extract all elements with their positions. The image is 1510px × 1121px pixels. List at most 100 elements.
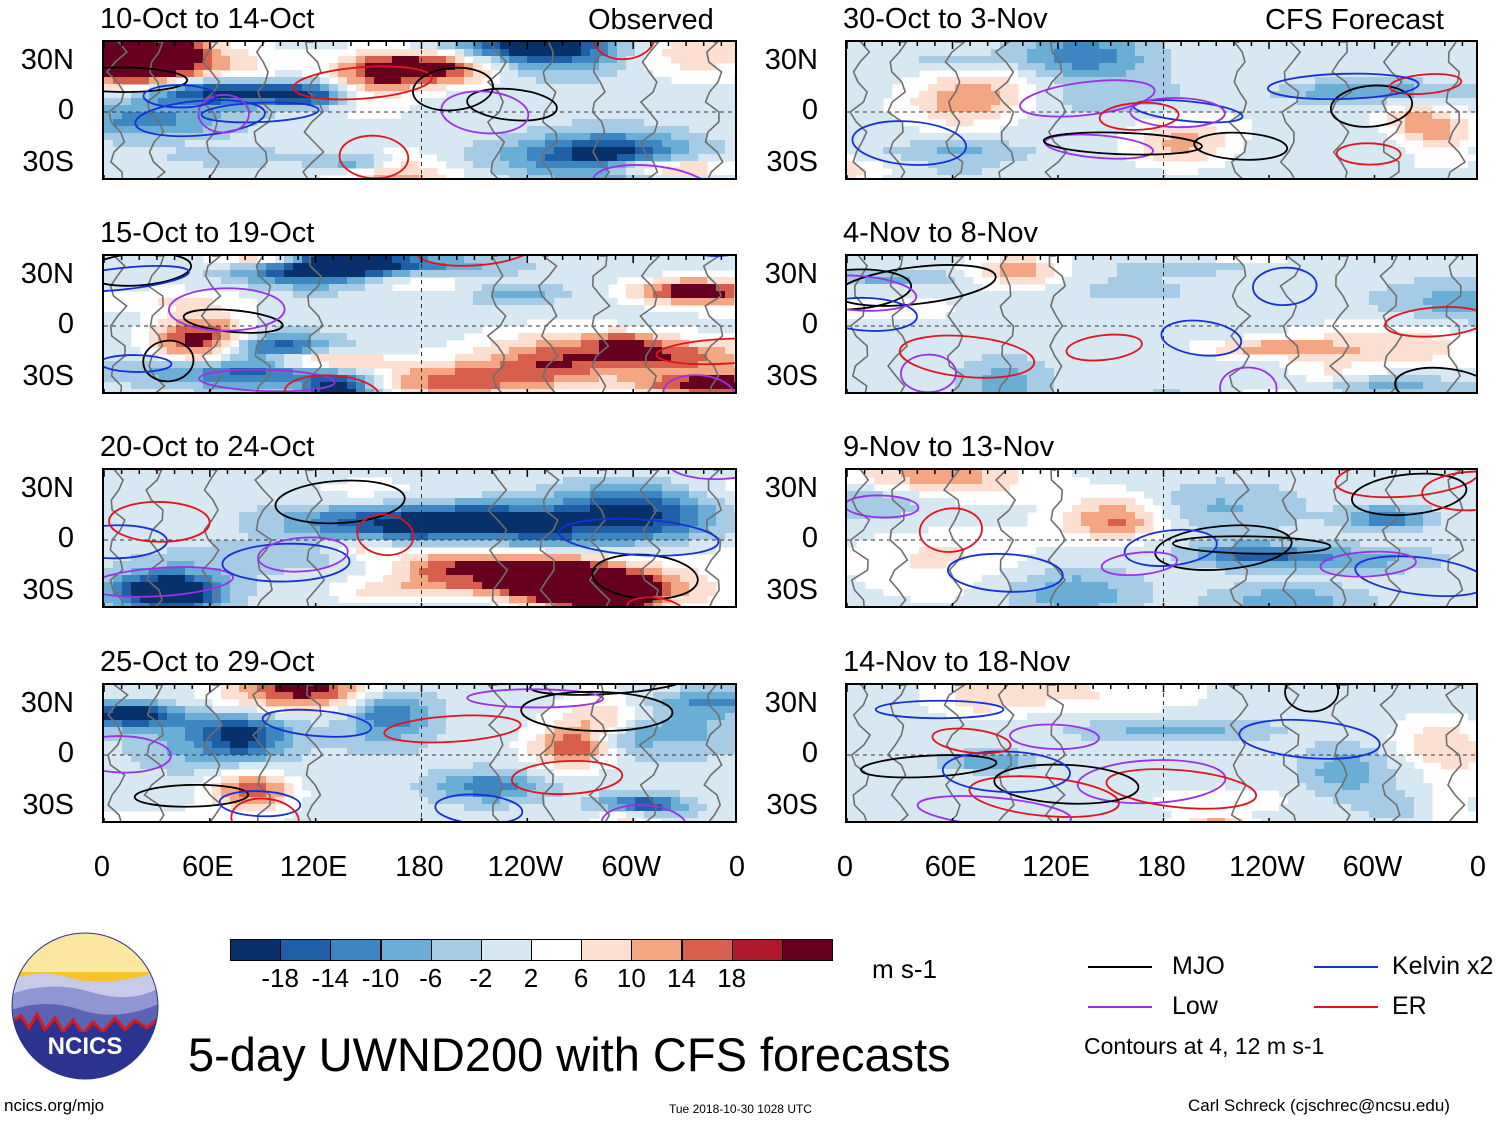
coastline [1444,685,1466,821]
contour-low [440,90,530,135]
coastline [541,42,559,178]
wind-field [104,685,735,821]
colorbar-swatch [781,939,833,961]
coastline [201,470,220,606]
y-tick-label: 0 [57,94,74,126]
contour-mjo [1350,472,1468,517]
y-tick-label: 30S [766,360,818,392]
contour-low [916,795,1073,821]
coastline [639,42,660,178]
coastline [1331,685,1351,821]
y-tick-label: 30S [22,789,74,821]
contour-low [104,566,234,598]
y-tick-label: 30S [22,146,74,178]
colorbar-swatch [581,939,633,961]
colorbar-unit: m s-1 [872,954,937,984]
contour-low [847,494,920,519]
contour-kelvin-x2 [946,552,1064,593]
coastline [849,256,869,392]
contour-er [356,513,415,557]
colorbar-swatch [330,939,382,961]
contour-kelvin-x2 [104,354,173,373]
legend-label-low: Low [1172,992,1218,1020]
contour-er [1105,768,1258,810]
coastline [304,685,324,821]
coastline [1229,470,1251,606]
coastline [200,256,223,392]
x-tick-label: 60W [1342,851,1403,883]
y-tick-label: 0 [801,522,818,554]
y-tick-label: 30S [766,789,818,821]
coastline [539,685,556,821]
coastline [143,685,166,821]
coastline [201,42,221,178]
contour-mjo [1329,84,1414,128]
coastline [1280,470,1298,606]
colorbar-tick-label: 6 [573,963,589,993]
contour-er [292,65,433,101]
colorbar-swatch [731,939,783,961]
coastline [1279,42,1302,178]
y-tick-label: 30N [764,687,818,719]
contour-er [1388,73,1463,96]
contour-low [104,735,172,774]
contour-low [1100,551,1179,577]
contour-mjo [847,264,997,307]
column-header-observed: Observed [588,4,714,36]
panel-title: 25-Oct to 29-Oct [100,646,315,678]
coastline [849,470,871,606]
coastline [486,256,507,392]
contour-er [415,256,536,267]
y-tick-label: 30N [764,44,818,76]
chart-title: 5-day UWND200 with CFS forecasts [188,1028,951,1081]
coastline [1379,685,1403,821]
x-tick-label: 120E [1022,851,1090,883]
contour-kelvin-x2 [874,699,1005,720]
contour-mjo [993,763,1140,805]
coastline [301,256,324,392]
coastline [994,470,1017,606]
contour-mjo [466,87,558,122]
contour-low [600,804,688,821]
coastline [886,685,909,821]
coastline [487,685,508,821]
y-tick-label: 30N [20,258,74,290]
contour-er [593,42,656,61]
wind-field [847,470,1476,606]
column-header-cfs-forecast: CFS Forecast [1265,4,1444,36]
y-tick-label: 30S [22,360,74,392]
footer-url: ncics.org/mjo [4,1096,105,1115]
y-tick-label: 0 [801,94,818,126]
colorbar-tick-label: -18 [261,963,299,993]
legend-line-kelvin [1314,966,1378,968]
x-tick-label: 0 [93,851,111,883]
coastline [887,256,909,392]
contour-kelvin-x2 [104,265,190,293]
x-tick-label: 120E [279,851,348,883]
coastline [1227,42,1248,178]
map-panel [845,683,1478,823]
y-tick-label: 30N [20,472,74,504]
coastline [588,470,611,606]
coastline [997,256,1015,392]
coastline [942,470,965,606]
contour-kelvin-x2 [851,120,968,166]
coastline [588,685,611,821]
colorbar-swatch [380,939,432,961]
contour-er [1421,470,1476,512]
coastline [1044,685,1067,821]
coastline [591,42,611,178]
coastline [591,256,611,392]
contour-mjo [104,66,189,93]
contour-er [968,775,1120,818]
panel-title: 15-Oct to 19-Oct [100,217,315,249]
contour-mjo [860,754,998,779]
contour-note: Contours at 4, 12 m s-1 [1084,1033,1325,1059]
map-panel [845,468,1478,608]
coastline [1047,470,1067,606]
legend-label-kelvin: Kelvin x2 [1392,952,1494,980]
colorbar-tick-label: 2 [523,963,539,993]
coastline [1228,256,1252,392]
ncics-logo: NCICS [11,932,159,1080]
contour-kelvin-x2 [434,793,524,821]
